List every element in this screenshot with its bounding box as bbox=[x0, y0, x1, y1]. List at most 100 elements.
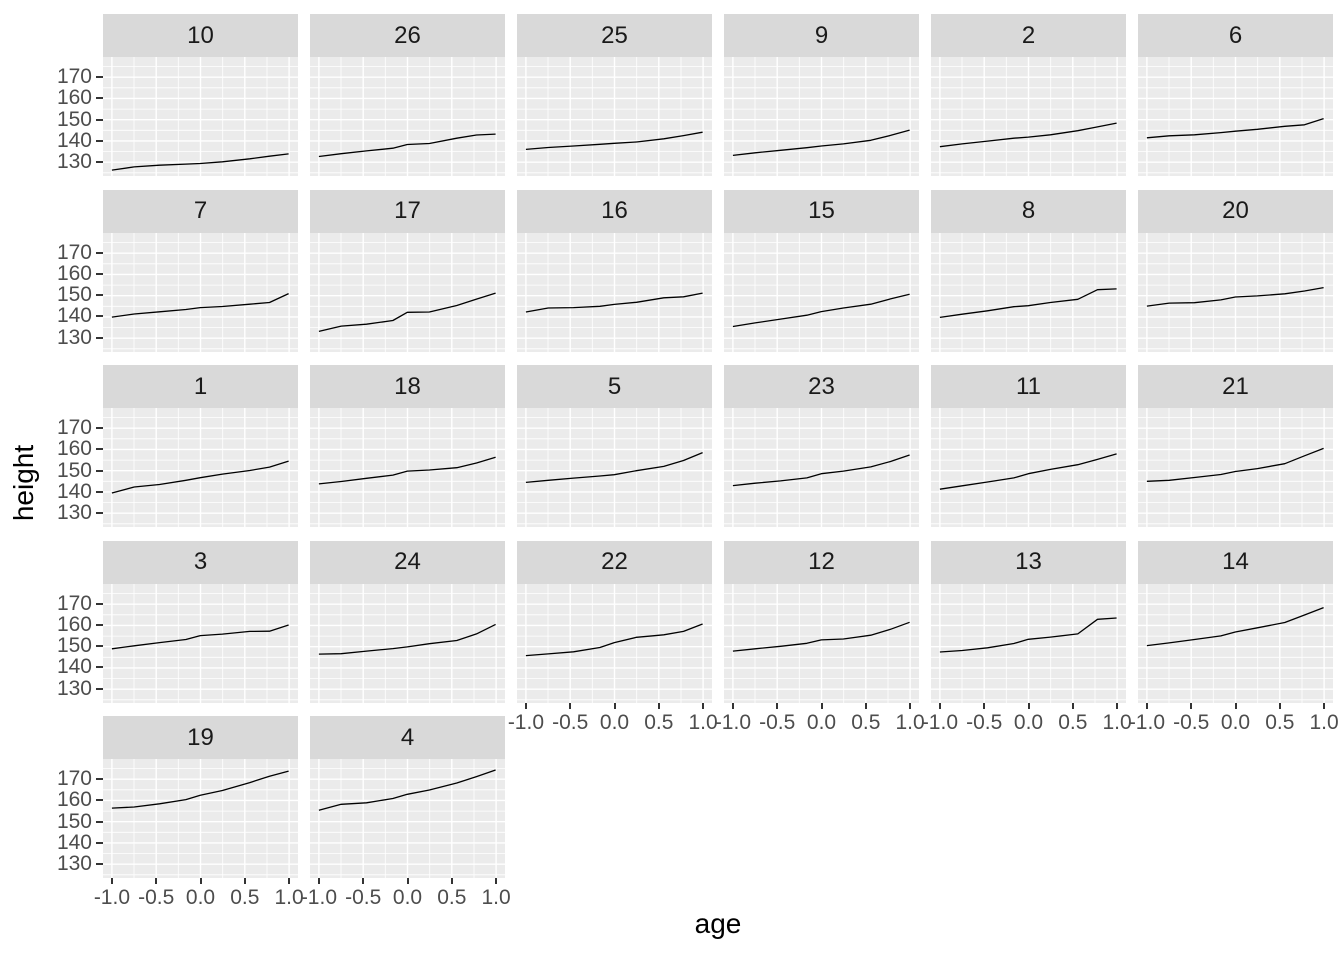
facet-strip-label: 20 bbox=[1222, 197, 1249, 224]
y-tick-label: 170 bbox=[56, 416, 92, 440]
data-line bbox=[525, 291, 703, 313]
y-tick-mark bbox=[96, 294, 103, 297]
data-line bbox=[111, 460, 289, 494]
facet-strip: 22 bbox=[517, 540, 712, 584]
grid-major bbox=[103, 57, 298, 176]
data-line bbox=[111, 292, 289, 318]
y-tick-label: 160 bbox=[56, 437, 92, 461]
x-tick-label: -1.0 bbox=[921, 710, 958, 734]
facet-strip: 6 bbox=[1138, 14, 1333, 57]
data-line bbox=[111, 623, 289, 649]
y-tick-mark bbox=[96, 490, 103, 493]
y-axis-title: height bbox=[8, 444, 39, 522]
y-tick-label: 150 bbox=[56, 283, 92, 307]
x-tick-mark bbox=[199, 878, 202, 884]
grid-major bbox=[103, 583, 298, 703]
y-tick-label: 140 bbox=[56, 655, 92, 679]
facet-strip: 11 bbox=[931, 365, 1126, 408]
y-tick-label: 170 bbox=[56, 65, 92, 89]
x-tick-label: 0.5 bbox=[644, 710, 674, 734]
y-axis-row-2: 170 160 150 140 130 bbox=[30, 233, 103, 352]
facet-5: 5 bbox=[517, 365, 712, 527]
data-line bbox=[732, 293, 910, 327]
data-line bbox=[318, 291, 496, 332]
grid-major bbox=[103, 232, 298, 352]
y-tick-mark bbox=[96, 687, 103, 690]
facet-21: 21 bbox=[1138, 365, 1333, 527]
data-line bbox=[318, 769, 496, 811]
facet-strip: 16 bbox=[517, 189, 712, 233]
facet-panel bbox=[724, 408, 919, 527]
data-line bbox=[525, 622, 703, 656]
x-tick-label: 0.0 bbox=[185, 886, 216, 909]
facet-strip: 17 bbox=[310, 189, 505, 233]
y-tick-label: 130 bbox=[56, 852, 92, 876]
grid-major bbox=[931, 232, 1126, 352]
grid-major bbox=[724, 57, 919, 176]
facet-panel bbox=[931, 232, 1126, 352]
facet-strip-label: 16 bbox=[601, 197, 628, 224]
facet-strip-label: 6 bbox=[1228, 21, 1243, 49]
x-tick-mark bbox=[450, 878, 453, 884]
y-tick-mark bbox=[96, 820, 103, 823]
facet-16: 16 bbox=[517, 189, 712, 352]
y-tick-mark bbox=[96, 602, 103, 605]
x-axis: -1.0 -0.5 0.0 0.5 1.0 bbox=[1129, 702, 1339, 743]
x-tick-mark bbox=[155, 878, 158, 884]
x-tick-mark bbox=[288, 878, 291, 884]
x-tick-mark bbox=[524, 702, 527, 709]
facet-panel bbox=[103, 408, 298, 527]
x-tick-mark bbox=[776, 702, 779, 709]
grid-major bbox=[310, 759, 505, 878]
y-tick-mark bbox=[96, 427, 103, 430]
x-tick-mark bbox=[702, 702, 705, 709]
y-tick-label: 130 bbox=[56, 501, 92, 525]
y-tick-mark bbox=[96, 97, 103, 100]
x-axis: -1.0 -0.5 0.0 0.5 1.0 bbox=[715, 702, 925, 743]
x-tick-mark bbox=[938, 702, 941, 709]
x-axis: -1.0 -0.5 0.0 0.5 1.0 bbox=[922, 702, 1132, 743]
x-tick-label: 1.0 bbox=[274, 886, 304, 909]
y-tick-mark bbox=[96, 139, 103, 142]
x-tick-mark bbox=[1071, 702, 1074, 709]
y-tick-mark bbox=[96, 841, 103, 844]
facet-panel bbox=[310, 408, 505, 527]
grid-major bbox=[931, 408, 1126, 527]
facet-strip-label: 24 bbox=[394, 548, 421, 575]
grid-major bbox=[724, 408, 919, 527]
y-tick-label: 130 bbox=[56, 150, 92, 174]
x-tick-mark bbox=[613, 702, 616, 709]
x-tick-mark bbox=[820, 702, 823, 709]
facet-panel bbox=[103, 759, 298, 878]
facet-strip: 21 bbox=[1138, 365, 1333, 408]
facet-24: 24 bbox=[310, 540, 505, 703]
facet-18: 18 bbox=[310, 365, 505, 527]
x-tick-label: -1.0 bbox=[93, 886, 130, 909]
data-line bbox=[939, 616, 1117, 653]
facet-strip-label: 14 bbox=[1222, 548, 1249, 575]
x-tick-label: -0.5 bbox=[1173, 710, 1210, 734]
x-tick-mark bbox=[1027, 702, 1030, 709]
y-tick-label: 160 bbox=[56, 612, 92, 636]
x-tick-mark bbox=[731, 702, 734, 709]
y-tick-mark bbox=[96, 315, 103, 318]
facet-2: 2 bbox=[931, 14, 1126, 176]
facet-strip-label: 17 bbox=[394, 197, 421, 224]
data-line bbox=[525, 131, 703, 151]
x-tick-mark bbox=[495, 878, 498, 884]
x-axis: -1.0 -0.5 0.0 0.5 1.0 bbox=[301, 878, 511, 918]
y-tick-mark bbox=[96, 799, 103, 802]
facet-4: 4 -1.0 -0.5 0.0 0.5 1.0 bbox=[301, 716, 511, 909]
data-line bbox=[732, 454, 910, 487]
x-tick-mark bbox=[1190, 702, 1193, 709]
facet-panel bbox=[310, 759, 505, 878]
y-tick-mark bbox=[96, 666, 103, 669]
facet-strip: 5 bbox=[517, 365, 712, 408]
y-tick-label: 170 bbox=[56, 591, 92, 615]
y-tick-mark bbox=[96, 118, 103, 121]
facet-6: 6 bbox=[1138, 14, 1333, 176]
facet-strip: 4 bbox=[310, 716, 505, 759]
y-tick-label: 130 bbox=[56, 676, 92, 700]
data-line bbox=[939, 122, 1117, 148]
facet-panel bbox=[724, 583, 919, 703]
